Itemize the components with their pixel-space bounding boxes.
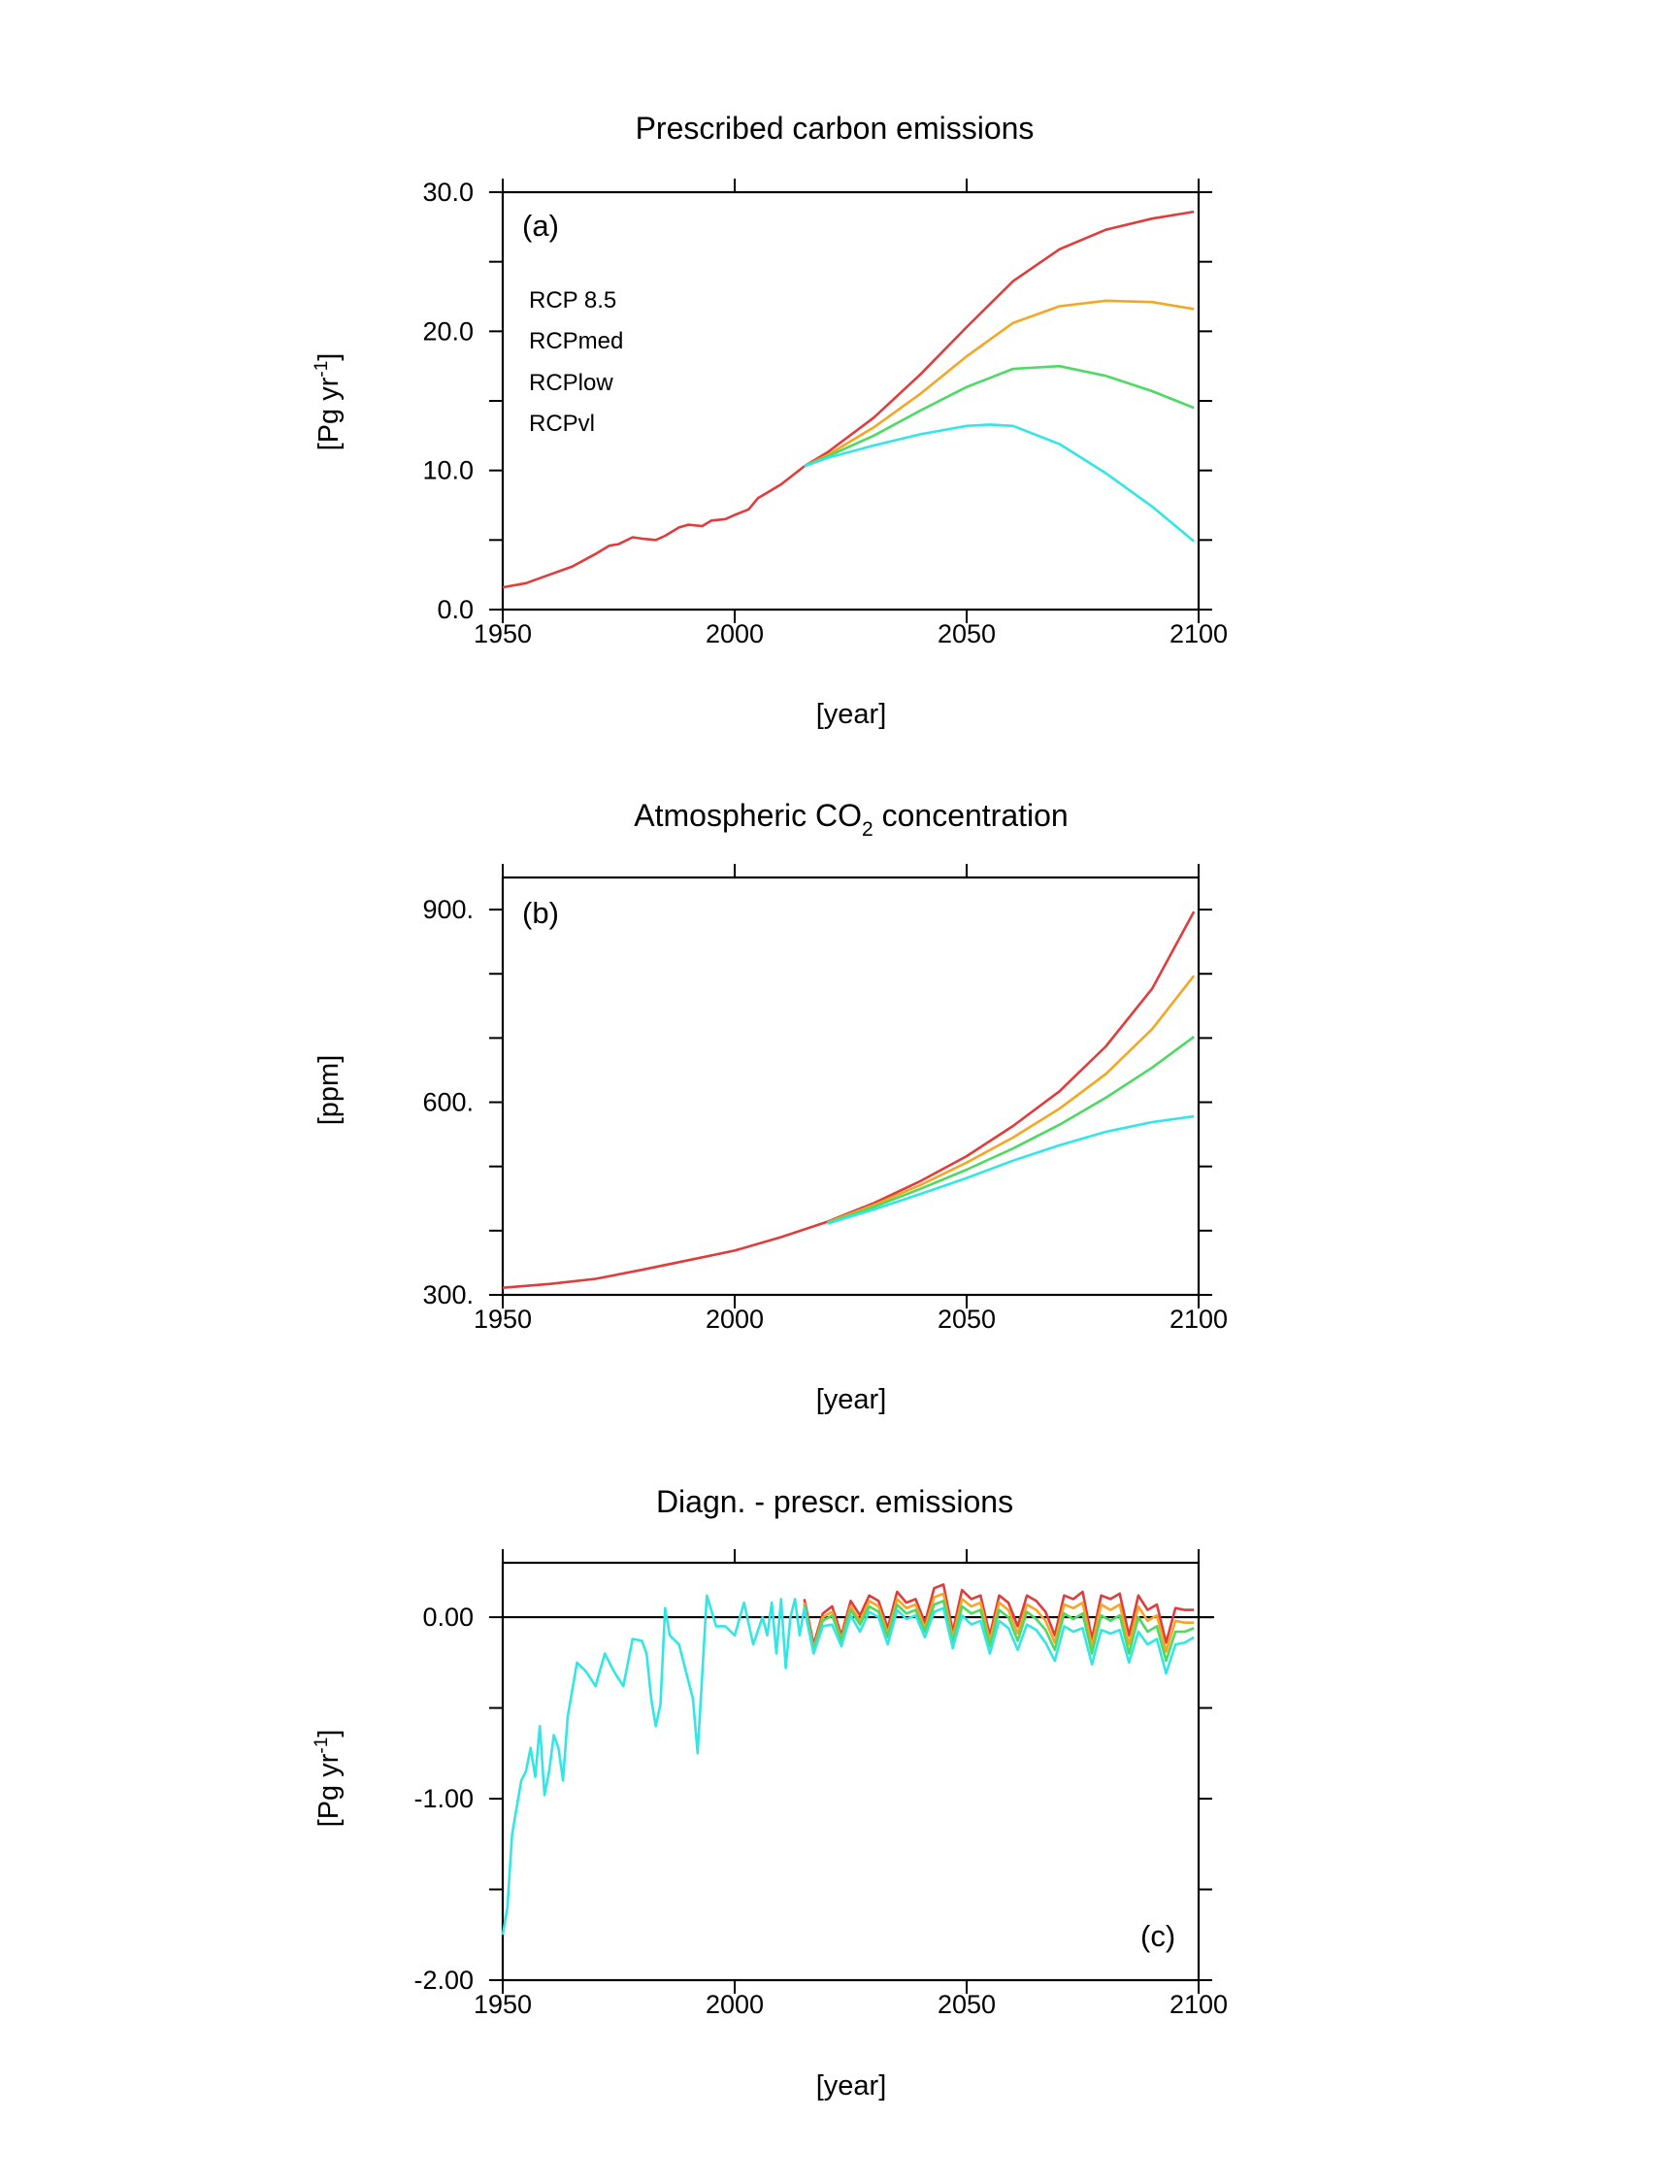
- y-tick-label-b-1: 600.: [422, 1088, 474, 1117]
- y-tick-label-a-3: 30.0: [422, 178, 474, 207]
- series-line-b-rcpmed: [827, 975, 1196, 1224]
- x-tick-label-a-2000: 2000: [706, 619, 764, 648]
- chart-title-c: Diagn. - prescr. emissions: [656, 1484, 1013, 1519]
- y-axis-label-a-sup: -1: [312, 361, 332, 378]
- x-tick-label-a-2100: 2100: [1169, 619, 1228, 648]
- x-axis-label-b: [year]: [816, 1384, 887, 1415]
- y-axis-label-c-close: ]: [313, 1730, 345, 1737]
- legend-entry-rcpvl: RCPvl: [529, 411, 595, 437]
- y-axis-label-c: [Pg yr-1]: [312, 1730, 345, 1828]
- y-tick-label-a-0: 0.0: [437, 595, 474, 624]
- panel-label-a: (a): [522, 209, 559, 243]
- y-axis-label-c-main: [Pg yr: [313, 1753, 345, 1827]
- series-line-b-rcpvl: [827, 1114, 1195, 1225]
- y-axis-label-b: [ppm]: [313, 1055, 345, 1126]
- legend-a: RCP 8.5 RCPmed RCPlow RCPvl: [529, 287, 623, 437]
- series-line-a-rcpmed: [804, 299, 1195, 468]
- x-tick-label-a-2050: 2050: [938, 619, 996, 648]
- legend-entry-rcplow: RCPlow: [529, 370, 613, 396]
- x-tick-label-c-2050: 2050: [938, 1990, 996, 2019]
- chart-title-b-main: Atmospheric CO: [634, 798, 862, 833]
- series-line-c-rcplow: [803, 1600, 1195, 1663]
- x-axis-label-c: [year]: [816, 2070, 887, 2101]
- legend-entry-rcp85: RCP 8.5: [529, 287, 616, 314]
- y-tick-label-b-2: 900.: [422, 895, 474, 924]
- y-axis-label-a-close: ]: [313, 353, 345, 361]
- series-line-a-rcpvl: [804, 423, 1196, 543]
- panel-label-c: (c): [1140, 1919, 1175, 1953]
- series-line-a-rcplow: [804, 364, 1195, 468]
- plot-frame-b: [501, 876, 1201, 1297]
- x-tick-label-b-2000: 2000: [706, 1305, 764, 1334]
- chart-title-b-rest: concentration: [873, 798, 1069, 833]
- x-tick-label-c-1950: 1950: [474, 1990, 532, 2019]
- plot-frame-c: [501, 1561, 1201, 1982]
- y-tick-label-c-0: -2.00: [413, 1966, 474, 1995]
- panel-a-emissions-chart: Prescribed carbon emissions (a) [year] […: [312, 111, 1228, 730]
- series-line-c-rcpvl: [501, 1594, 1195, 1936]
- x-axis-label-a: [year]: [816, 699, 887, 730]
- x-tick-label-b-2100: 2100: [1169, 1305, 1228, 1334]
- panel-b-co2-chart: Atmospheric CO2 concentration (b) [year]…: [313, 798, 1228, 1415]
- x-tick-label-c-2000: 2000: [706, 1990, 764, 2019]
- series-line-c-rcpmed: [803, 1592, 1195, 1653]
- panel-label-b: (b): [522, 896, 559, 930]
- y-tick-label-b-0: 300.: [422, 1280, 474, 1309]
- y-tick-label-a-1: 10.0: [422, 456, 474, 485]
- x-tick-label-b-2050: 2050: [938, 1305, 996, 1334]
- y-tick-label-c-1: -1.00: [413, 1784, 474, 1813]
- x-tick-label-b-1950: 1950: [474, 1305, 532, 1334]
- y-axis-label-a-main: [Pg yr: [313, 377, 345, 450]
- y-axis-label-c-sup: -1: [312, 1737, 332, 1754]
- y-axis-label-a: [Pg yr-1]: [312, 353, 345, 451]
- x-tick-label-a-1950: 1950: [474, 619, 532, 648]
- series-line-c-rcp85: [803, 1583, 1195, 1646]
- series-line-b-rcplow: [827, 1036, 1195, 1225]
- chart-title-a: Prescribed carbon emissions: [636, 111, 1035, 146]
- legend-entry-rcpmed: RCPmed: [529, 328, 623, 354]
- panel-c-diagnosed-emissions-chart: Diagn. - prescr. emissions (c) [year] [P…: [312, 1484, 1228, 2101]
- series-line-b-rcp85: [502, 910, 1196, 1289]
- chart-title-b: Atmospheric CO2 concentration: [634, 798, 1068, 841]
- chart-title-b-sub: 2: [862, 818, 873, 841]
- y-tick-label-a-2: 20.0: [422, 316, 474, 346]
- series-line-a-rcp85: [502, 210, 1195, 589]
- x-tick-label-c-2100: 2100: [1169, 1990, 1228, 2019]
- y-tick-label-c-2: 0.00: [422, 1603, 474, 1632]
